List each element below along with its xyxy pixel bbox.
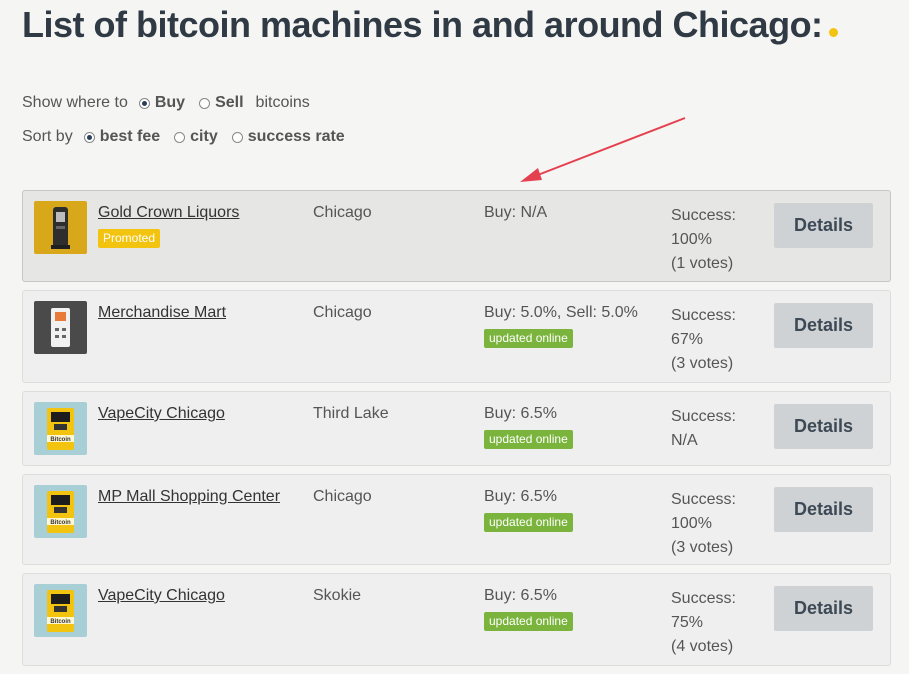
svg-text:Bitcoin: Bitcoin <box>50 437 71 443</box>
machine-fee: Buy: 6.5% <box>484 587 557 604</box>
svg-text:Bitcoin: Bitcoin <box>50 520 71 526</box>
success-value: N/A <box>671 432 698 449</box>
sort-label: Sort by <box>22 128 73 145</box>
radio-sort-success[interactable]: success rate <box>231 128 345 146</box>
success-label: Success: <box>671 207 736 224</box>
updated-online-badge: updated online <box>484 513 573 532</box>
atm-icon: Bitcoin <box>47 491 74 533</box>
machine-name-link[interactable]: Merchandise Mart <box>98 304 227 321</box>
success-votes: (1 votes) <box>671 255 734 272</box>
machine-card: Bitcoin MP Mall Shopping Center updated … <box>22 474 891 565</box>
machine-success: Success: 67% (3 votes) <box>671 304 761 376</box>
success-label: Success: <box>671 408 736 425</box>
success-value: 100% <box>671 515 712 532</box>
machine-city: Third Lake <box>313 405 389 422</box>
machine-success: Success: 75% (4 votes) <box>671 587 761 659</box>
radio-sort-fee[interactable]: best fee <box>83 128 161 146</box>
atm-icon <box>51 207 70 249</box>
machine-fee: Buy: 5.0%, Sell: 5.0% <box>484 304 638 321</box>
machine-fee: Buy: 6.5% <box>484 488 557 505</box>
atm-thumbnail-icon[interactable] <box>34 301 87 354</box>
machine-city: Chicago <box>313 204 372 221</box>
radio-sort-success-circle[interactable] <box>231 131 243 143</box>
machine-card: Gold Crown Liquors Promoted Chicago Buy:… <box>22 190 891 282</box>
radio-sell-circle[interactable] <box>199 97 211 109</box>
show-label: Show where to <box>22 94 128 111</box>
page-title: List of bitcoin machines in and around C… <box>22 4 838 46</box>
machine-success: Success: 100% (1 votes) <box>671 204 761 276</box>
machine-city: Chicago <box>313 488 372 505</box>
machine-city: Chicago <box>313 304 372 321</box>
details-button[interactable]: Details <box>774 487 873 532</box>
radio-sort-fee-label[interactable]: best fee <box>99 128 161 145</box>
show-where-row: Show where to Buy Sell bitcoins <box>22 94 310 112</box>
machine-card: Merchandise Mart updated online Chicago … <box>22 290 891 383</box>
annotation-arrow-icon <box>520 117 686 182</box>
atm-thumbnail-icon[interactable]: Bitcoin <box>34 584 87 637</box>
atm-icon <box>51 308 70 347</box>
success-value: 67% <box>671 331 704 348</box>
title-dot-icon <box>828 28 838 37</box>
radio-buy-circle[interactable] <box>138 97 150 109</box>
machine-card: Bitcoin VapeCity Chicago updated online … <box>22 573 891 666</box>
machine-name-link[interactable]: VapeCity Chicago <box>98 587 225 604</box>
success-label: Success: <box>671 590 736 607</box>
machine-card: Bitcoin VapeCity Chicago updated online … <box>22 391 891 466</box>
success-votes: (4 votes) <box>671 638 734 655</box>
success-label: Success: <box>671 307 736 324</box>
radio-sell[interactable]: Sell <box>199 94 244 112</box>
machine-name-link[interactable]: VapeCity Chicago <box>98 405 225 422</box>
radio-buy[interactable]: Buy <box>138 94 186 112</box>
updated-online-badge: updated online <box>484 430 573 449</box>
machine-success: Success: 100% (3 votes) <box>671 488 761 560</box>
details-button[interactable]: Details <box>774 203 873 248</box>
svg-text:Bitcoin: Bitcoin <box>50 619 71 625</box>
success-label: Success: <box>671 491 736 508</box>
updated-online-badge: updated online <box>484 612 573 631</box>
success-votes: (3 votes) <box>671 355 734 372</box>
success-votes: (3 votes) <box>671 539 734 556</box>
radio-sort-fee-circle[interactable] <box>83 131 95 143</box>
atm-icon: Bitcoin <box>47 408 74 450</box>
machine-fee: Buy: 6.5% <box>484 405 557 422</box>
success-value: 100% <box>671 231 712 248</box>
atm-thumbnail-icon[interactable]: Bitcoin <box>34 402 87 455</box>
details-button[interactable]: Details <box>774 586 873 631</box>
machine-name-link[interactable]: MP Mall Shopping Center <box>98 488 281 505</box>
radio-sort-city[interactable]: city <box>174 128 218 146</box>
success-value: 75% <box>671 614 704 631</box>
atm-thumbnail-icon[interactable] <box>34 201 87 254</box>
show-suffix: bitcoins <box>255 94 310 111</box>
machine-name-link[interactable]: Gold Crown Liquors <box>98 204 240 221</box>
radio-sort-success-label[interactable]: success rate <box>247 128 345 145</box>
atm-icon: Bitcoin <box>47 590 74 632</box>
promoted-badge: Promoted <box>98 229 161 248</box>
atm-thumbnail-icon[interactable]: Bitcoin <box>34 485 87 538</box>
machine-success: Success: N/A <box>671 405 761 453</box>
machine-list: Gold Crown Liquors Promoted Chicago Buy:… <box>22 190 891 674</box>
details-button[interactable]: Details <box>774 404 873 449</box>
radio-sell-label[interactable]: Sell <box>215 94 244 111</box>
machine-city: Skokie <box>313 587 362 604</box>
details-button[interactable]: Details <box>774 303 873 348</box>
machine-fee: Buy: N/A <box>484 204 548 221</box>
radio-sort-city-circle[interactable] <box>174 131 186 143</box>
updated-online-badge: updated online <box>484 329 573 348</box>
radio-buy-label[interactable]: Buy <box>154 94 186 111</box>
radio-sort-city-label[interactable]: city <box>190 128 218 145</box>
sort-by-row: Sort by best fee city success rate <box>22 128 359 146</box>
